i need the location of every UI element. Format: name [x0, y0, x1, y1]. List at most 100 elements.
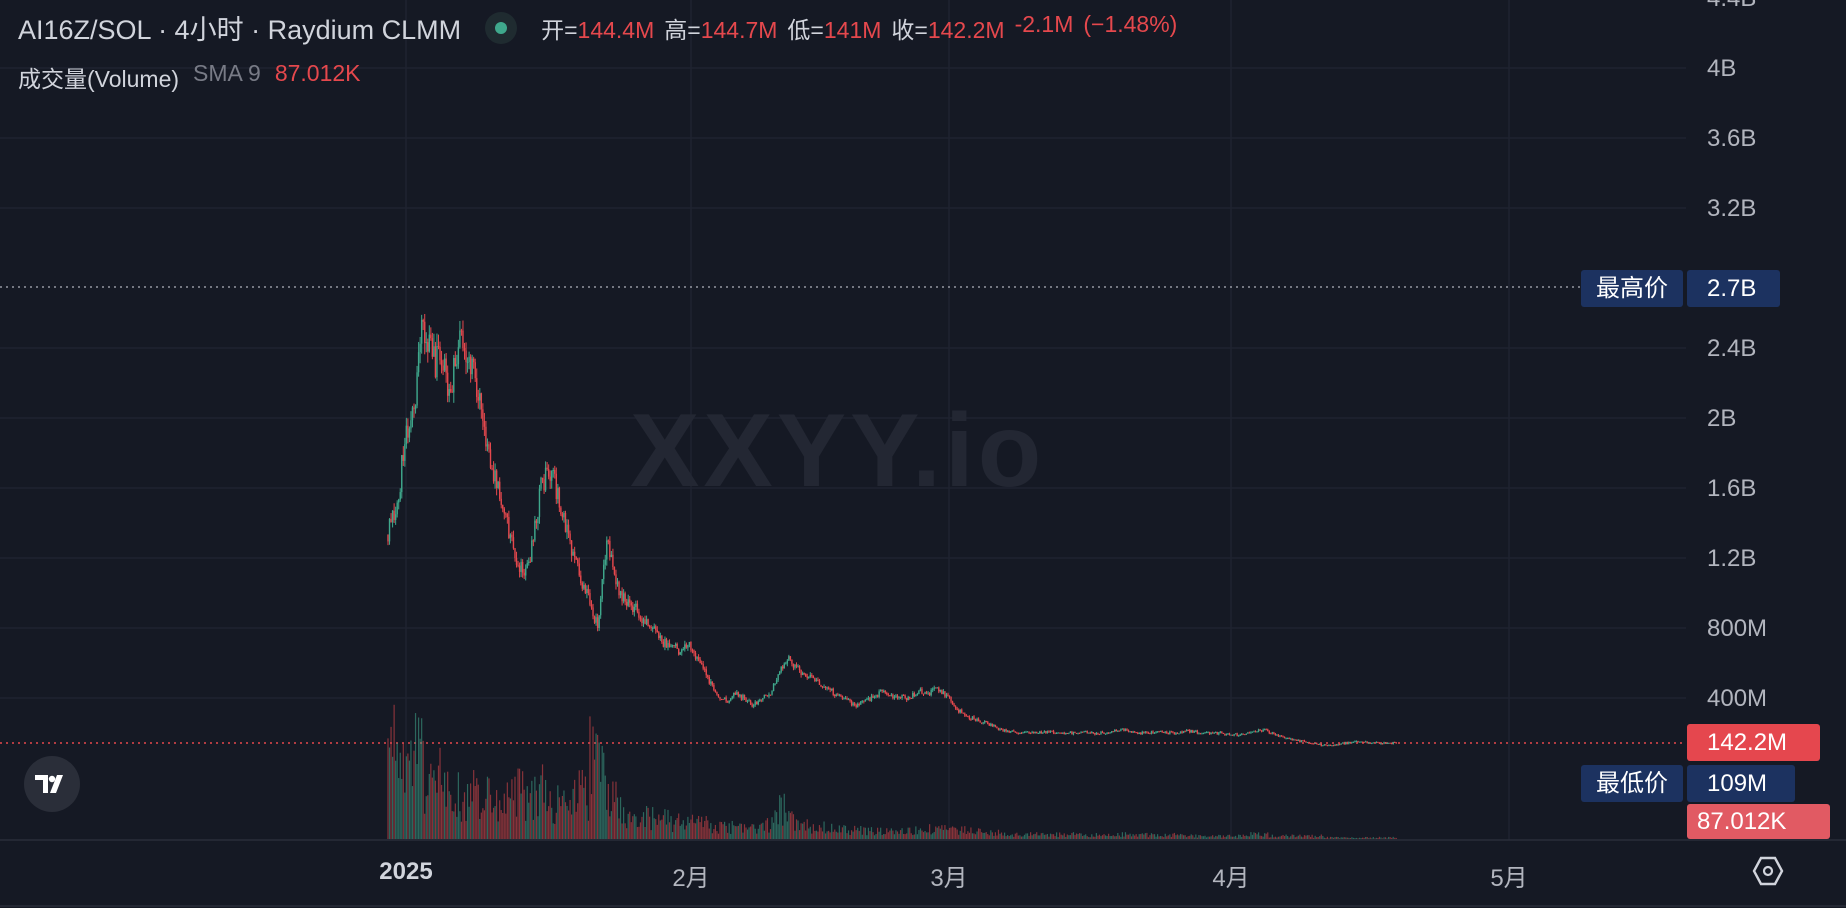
volume-legend[interactable]: 成交量(Volume) SMA 9 87.012K: [18, 60, 361, 94]
volume-bar: [424, 813, 426, 839]
candle-body: [544, 467, 547, 491]
volume-bar: [630, 822, 632, 839]
volume-bar: [1363, 837, 1365, 839]
candle-body: [720, 698, 723, 700]
volume-bar: [1293, 834, 1295, 839]
candle-body: [514, 548, 516, 558]
candle-body: [935, 687, 937, 689]
candle-body: [837, 694, 839, 696]
volume-bar: [866, 835, 868, 839]
candle-body: [563, 512, 565, 518]
volume-bar: [543, 802, 545, 839]
candle-body: [754, 701, 756, 705]
volume-bar: [560, 806, 562, 839]
volume-bar: [1280, 835, 1283, 839]
candle-body: [1338, 744, 1341, 746]
volume-bar: [459, 811, 461, 839]
candle-body: [757, 701, 759, 705]
candle-body: [1299, 739, 1301, 743]
volume-bar: [1190, 834, 1192, 839]
candle-body: [555, 473, 557, 499]
volume-bar: [850, 830, 853, 839]
volume-bar: [936, 827, 938, 839]
candle-body: [953, 704, 955, 707]
candle-body: [483, 420, 486, 427]
volume-bar: [1147, 837, 1150, 839]
candle-body: [1297, 739, 1300, 741]
volume-bar: [1302, 837, 1304, 839]
volume-bar: [798, 830, 801, 839]
candle-body: [1155, 731, 1157, 733]
volume-bar: [499, 800, 501, 839]
low-value: 141M: [823, 16, 882, 43]
candle-body: [806, 676, 808, 678]
candle-body: [1274, 733, 1277, 736]
candle-body: [662, 642, 665, 647]
candle-body: [838, 694, 841, 696]
ohlc-values: 开=144.4M 高=144.7M 低=141M 收=142.2M -2.1M …: [541, 11, 1177, 45]
volume-bar: [557, 785, 559, 839]
volume-bar: [488, 778, 490, 839]
volume-bar: [1085, 834, 1087, 839]
candle-body: [1357, 741, 1359, 743]
candle-body: [1387, 742, 1390, 744]
tradingview-logo-icon[interactable]: [24, 756, 80, 812]
candle-body: [938, 687, 940, 692]
volume-bar: [831, 823, 833, 839]
candle-body: [531, 540, 533, 562]
candle-body: [930, 689, 932, 696]
candle-body: [798, 666, 801, 670]
symbol-title[interactable]: AI16Z/SOL · 4小时 · Raydium CLMM: [18, 15, 462, 45]
volume-bar: [1103, 834, 1105, 839]
volume-bar: [647, 807, 649, 839]
candle-body: [1051, 730, 1053, 732]
volume-bar: [1238, 834, 1240, 839]
candle-body: [1143, 731, 1145, 733]
volume-bar: [1343, 837, 1345, 839]
candle-body: [870, 695, 873, 702]
volume-bar: [552, 823, 554, 839]
volume-bar: [1094, 836, 1096, 839]
candle-body: [616, 581, 619, 585]
candle-body: [818, 680, 821, 685]
candle-body: [408, 428, 411, 438]
volume-bar: [1166, 836, 1168, 839]
volume-bar: [440, 784, 443, 839]
open-value: 144.4M: [577, 16, 655, 43]
volume-bar: [772, 822, 775, 839]
candle-body: [424, 321, 426, 343]
volume-bar: [987, 834, 989, 839]
candle-body: [1342, 742, 1344, 744]
volume-bar: [571, 814, 573, 839]
volume-bar: [486, 776, 489, 839]
candle-body: [1363, 741, 1365, 743]
volume-bar: [930, 834, 932, 839]
volume-bar: [650, 830, 652, 839]
volume-bar: [1075, 833, 1078, 839]
candle-body: [1277, 734, 1280, 737]
candle-body: [1016, 732, 1018, 734]
candle-body: [488, 444, 490, 450]
candle-body: [1290, 738, 1292, 740]
volume-bar: [869, 831, 871, 839]
volume-bar: [561, 795, 564, 839]
candle-body: [1150, 731, 1153, 734]
candle-body: [1176, 733, 1179, 734]
volume-bar: [861, 834, 863, 839]
volume-bar: [1043, 834, 1045, 839]
candle-body: [739, 694, 741, 697]
candle-body: [1207, 732, 1209, 734]
candle-body: [401, 455, 403, 493]
candle-body: [1158, 731, 1160, 733]
candle-body: [803, 673, 805, 675]
candle-body: [430, 334, 432, 339]
volume-bar: [1135, 834, 1137, 839]
settings-hexagon-icon[interactable]: [1752, 856, 1784, 891]
candle-body: [1063, 732, 1065, 735]
volume-bar: [1204, 835, 1206, 839]
volume-bar: [1123, 836, 1125, 839]
volume-bar: [649, 816, 651, 839]
candle-body: [840, 694, 842, 696]
volume-bar: [988, 835, 990, 839]
